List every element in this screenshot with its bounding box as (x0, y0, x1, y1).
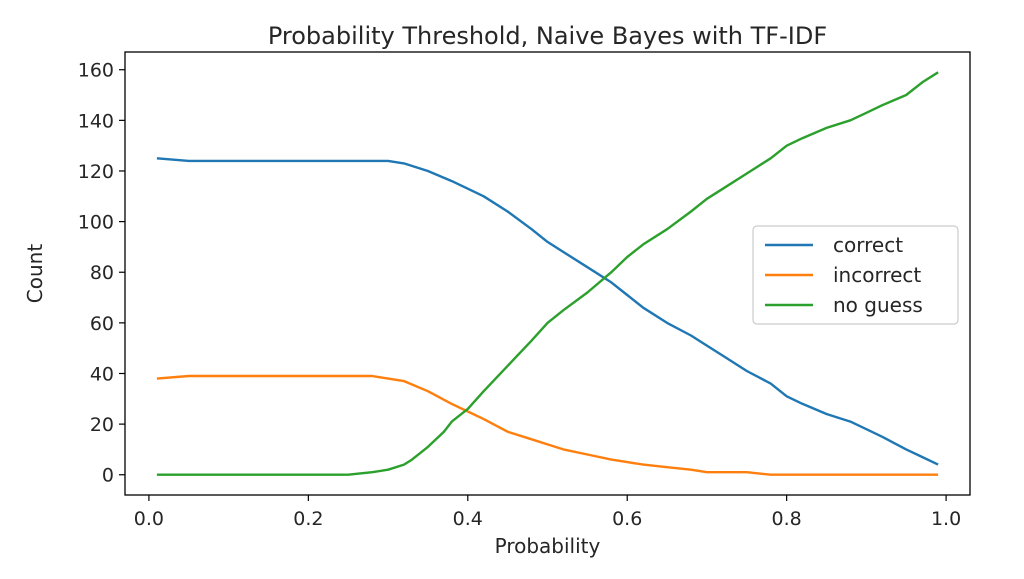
x-axis: 0.0 0.2 0.4 0.6 0.8 1.0 (134, 495, 961, 530)
legend-label: correct (833, 233, 903, 257)
x-axis-title: Probability (495, 534, 601, 558)
series-line-incorrect (156, 374, 939, 476)
legend-label: no guess (833, 293, 923, 317)
y-tick-label: 20 (90, 414, 114, 436)
y-tick-label: 160 (78, 60, 114, 82)
y-axis: 0 20 40 60 80 100 120 140 160 (78, 60, 125, 487)
legend: correct incorrect no guess (752, 225, 959, 325)
y-tick-label: 60 (90, 313, 114, 335)
x-tick-label: 0.4 (453, 508, 483, 530)
y-tick-label: 40 (90, 363, 114, 385)
y-tick-label: 80 (90, 262, 114, 284)
series-line-no-guess (156, 71, 939, 476)
x-tick-label: 1.0 (931, 508, 961, 530)
y-tick-label: 140 (78, 110, 114, 132)
x-tick-label: 0.2 (293, 508, 323, 530)
series-line-correct (156, 157, 939, 466)
legend-label: incorrect (833, 263, 921, 287)
x-tick-label: 0.8 (772, 508, 802, 530)
legend-box (752, 225, 959, 325)
y-tick-label: 120 (78, 161, 114, 183)
chart-title: Probability Threshold, Naive Bayes with … (268, 22, 827, 50)
y-axis-title: Count (23, 244, 47, 304)
series-lines (156, 71, 939, 476)
plot-frame (124, 51, 971, 496)
x-tick-label: 0.6 (612, 508, 642, 530)
y-tick-label: 0 (102, 465, 114, 487)
x-tick-label: 0.0 (134, 508, 164, 530)
y-tick-label: 100 (78, 212, 114, 234)
